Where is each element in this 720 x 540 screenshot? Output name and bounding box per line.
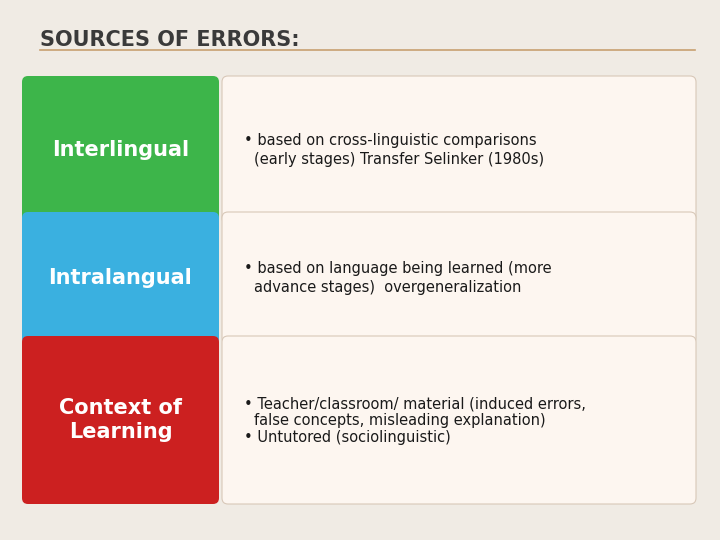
- FancyBboxPatch shape: [222, 212, 696, 344]
- Text: SOURCES OF ERRORS:: SOURCES OF ERRORS:: [40, 30, 300, 50]
- Text: • Untutored (sociolinguistic): • Untutored (sociolinguistic): [244, 430, 451, 445]
- Text: • based on language being learned (more: • based on language being learned (more: [244, 261, 552, 276]
- FancyBboxPatch shape: [22, 76, 219, 224]
- Text: advance stages)  overgeneralization: advance stages) overgeneralization: [254, 280, 521, 295]
- Text: Intralangual: Intralangual: [49, 268, 192, 288]
- Text: Context of
Learning: Context of Learning: [59, 397, 182, 442]
- Text: • based on cross-linguistic comparisons: • based on cross-linguistic comparisons: [244, 133, 536, 148]
- FancyBboxPatch shape: [222, 76, 696, 224]
- Text: (early stages) Transfer Selinker (1980s): (early stages) Transfer Selinker (1980s): [254, 152, 544, 167]
- FancyBboxPatch shape: [222, 336, 696, 504]
- FancyBboxPatch shape: [22, 336, 219, 504]
- Text: • Teacher/classroom/ material (induced errors,: • Teacher/classroom/ material (induced e…: [244, 396, 586, 411]
- FancyBboxPatch shape: [22, 212, 219, 344]
- Text: Interlingual: Interlingual: [52, 140, 189, 160]
- Text: false concepts, misleading explanation): false concepts, misleading explanation): [254, 413, 546, 428]
